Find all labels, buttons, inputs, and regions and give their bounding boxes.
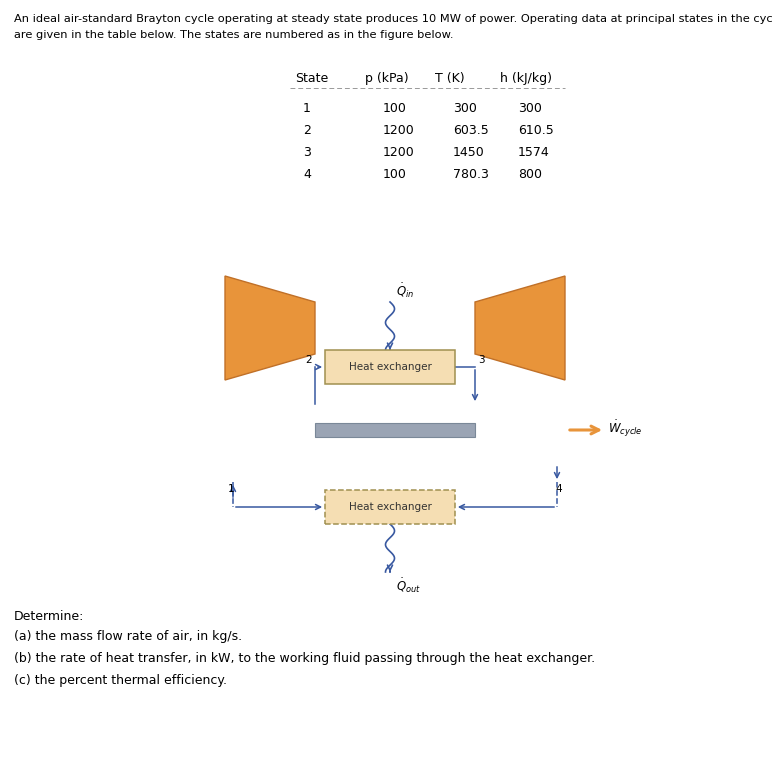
Text: (b) the rate of heat transfer, in kW, to the working fluid passing through the h: (b) the rate of heat transfer, in kW, to… (14, 652, 595, 665)
Text: T (K): T (K) (435, 72, 465, 85)
Text: Compressor: Compressor (231, 425, 301, 435)
Text: 1450: 1450 (453, 146, 485, 159)
Text: 4: 4 (556, 484, 562, 494)
Text: (a) the mass flow rate of air, in kg/s.: (a) the mass flow rate of air, in kg/s. (14, 630, 242, 643)
Text: 100: 100 (383, 168, 407, 181)
Text: Heat exchanger: Heat exchanger (349, 362, 431, 372)
Text: 3: 3 (303, 146, 311, 159)
Text: An ideal air-standard Brayton cycle operating at steady state produces 10 MW of : An ideal air-standard Brayton cycle oper… (14, 14, 773, 24)
Text: Heat exchanger: Heat exchanger (349, 502, 431, 512)
Polygon shape (475, 276, 565, 380)
Text: 2: 2 (303, 124, 311, 137)
Text: $\dot{W}_{cycle}$: $\dot{W}_{cycle}$ (608, 418, 642, 439)
Text: 603.5: 603.5 (453, 124, 489, 137)
Text: p (kPa): p (kPa) (365, 72, 409, 85)
Text: 1200: 1200 (383, 146, 415, 159)
Text: 2: 2 (305, 355, 312, 365)
Text: $\dot{Q}_{out}$: $\dot{Q}_{out}$ (396, 576, 421, 594)
Text: (c) the percent thermal efficiency.: (c) the percent thermal efficiency. (14, 674, 227, 687)
Text: Determine:: Determine: (14, 610, 84, 623)
Text: 300: 300 (518, 102, 542, 115)
Text: 1200: 1200 (383, 124, 415, 137)
Text: State: State (295, 72, 329, 85)
Text: 1: 1 (303, 102, 311, 115)
Text: Turbine: Turbine (502, 425, 547, 435)
Text: 1574: 1574 (518, 146, 550, 159)
Text: 800: 800 (518, 168, 542, 181)
Text: 4: 4 (303, 168, 311, 181)
Text: are given in the table below. The states are numbered as in the figure below.: are given in the table below. The states… (14, 30, 454, 40)
Text: 1: 1 (228, 484, 234, 494)
Text: 3: 3 (478, 355, 485, 365)
Text: h (kJ/kg): h (kJ/kg) (500, 72, 552, 85)
FancyBboxPatch shape (315, 423, 475, 437)
Text: 100: 100 (383, 102, 407, 115)
Text: 780.3: 780.3 (453, 168, 489, 181)
Polygon shape (225, 276, 315, 380)
Text: $\dot{Q}_{in}$: $\dot{Q}_{in}$ (396, 281, 414, 300)
Text: 610.5: 610.5 (518, 124, 553, 137)
FancyBboxPatch shape (325, 490, 455, 524)
Text: 300: 300 (453, 102, 477, 115)
FancyBboxPatch shape (325, 350, 455, 384)
